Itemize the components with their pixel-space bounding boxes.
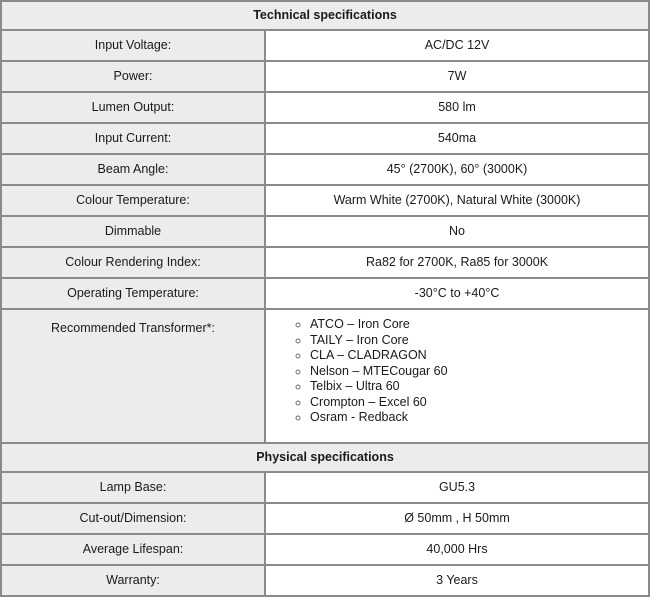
table-row: Input Current: 540ma	[0, 122, 651, 155]
row-label-operating-temperature: Operating Temperature:	[0, 277, 266, 310]
section-header-physical: Physical specifications	[0, 442, 651, 473]
row-label-cut-out-dimension: Cut-out/Dimension:	[0, 502, 266, 535]
row-value-input-voltage: AC/DC 12V	[263, 29, 651, 62]
list-item-label: Osram - Redback	[310, 410, 408, 424]
list-item-label: Nelson – MTECougar 60	[310, 363, 448, 378]
transformer-list: ATCO – Iron Core TAILY – Iron Core CLA –…	[272, 317, 642, 426]
table-row: Cut-out/Dimension: Ø 50mm , H 50mm	[0, 502, 651, 535]
row-label-colour-temperature: Colour Temperature:	[0, 184, 266, 217]
list-item: ATCO – Iron Core	[310, 317, 642, 333]
list-item: Telbix – Ultra 60	[310, 379, 642, 395]
table-row: Input Voltage: AC/DC 12V	[0, 29, 651, 62]
list-item: Osram - Redback	[310, 410, 642, 426]
table-row: Lumen Output: 580 lm	[0, 91, 651, 124]
row-value-lamp-base: GU5.3	[263, 471, 651, 504]
list-item: CLA – CLADRAGON	[310, 348, 642, 364]
section-header-row: Physical specifications	[0, 442, 651, 473]
row-label-beam-angle: Beam Angle:	[0, 153, 266, 186]
list-item: Crompton – Excel 60	[310, 395, 642, 411]
table-row: Dimmable No	[0, 215, 651, 248]
table-row: Operating Temperature: -30°C to +40°C	[0, 277, 651, 310]
row-value-power: 7W	[263, 60, 651, 93]
table-row: Colour Temperature: Warm White (2700K), …	[0, 184, 651, 217]
row-value-warranty: 3 Years	[263, 564, 651, 597]
row-value-average-lifespan: 40,000 Hrs	[263, 533, 651, 566]
table-row: Power: 7W	[0, 60, 651, 93]
row-label-input-voltage: Input Voltage:	[0, 29, 266, 62]
list-item-label: ATCO – Iron Core	[310, 317, 410, 331]
row-value-dimmable: No	[263, 215, 651, 248]
list-item: TAILY – Iron Core	[310, 333, 642, 349]
row-value-beam-angle: 45° (2700K), 60° (3000K)	[263, 153, 651, 186]
row-label-warranty: Warranty:	[0, 564, 266, 597]
section-header-technical: Technical specifications	[0, 0, 651, 31]
row-value-input-current: 540ma	[263, 122, 651, 155]
list-item: Nelson – MTECougar 60	[310, 364, 642, 380]
row-value-colour-rendering-index: Ra82 for 2700K, Ra85 for 3000K	[263, 246, 651, 279]
row-label-lumen-output: Lumen Output:	[0, 91, 266, 124]
table-row: Lamp Base: GU5.3	[0, 471, 651, 504]
row-label-average-lifespan: Average Lifespan:	[0, 533, 266, 566]
row-value-cut-out-dimension: Ø 50mm , H 50mm	[263, 502, 651, 535]
list-item-label: CLA – CLADRAGON	[310, 348, 427, 362]
row-value-colour-temperature: Warm White (2700K), Natural White (3000K…	[263, 184, 651, 217]
list-item-label: TAILY – Iron Core	[310, 332, 409, 347]
row-label-dimmable: Dimmable	[0, 215, 266, 248]
table-row: Colour Rendering Index: Ra82 for 2700K, …	[0, 246, 651, 279]
row-label-recommended-transformer: Recommended Transformer*:	[0, 308, 266, 444]
table-row-transformer: Recommended Transformer*: ATCO – Iron Co…	[0, 308, 651, 444]
row-label-colour-rendering-index: Colour Rendering Index:	[0, 246, 266, 279]
row-value-operating-temperature: -30°C to +40°C	[263, 277, 651, 310]
table-row: Average Lifespan: 40,000 Hrs	[0, 533, 651, 566]
row-value-recommended-transformer: ATCO – Iron Core TAILY – Iron Core CLA –…	[263, 308, 651, 444]
row-label-input-current: Input Current:	[0, 122, 266, 155]
list-item-label: Telbix – Ultra 60	[310, 379, 400, 393]
table-row: Beam Angle: 45° (2700K), 60° (3000K)	[0, 153, 651, 186]
section-header-row: Technical specifications	[0, 0, 651, 31]
row-label-power: Power:	[0, 60, 266, 93]
row-value-lumen-output: 580 lm	[263, 91, 651, 124]
table-row: Warranty: 3 Years	[0, 564, 651, 597]
row-label-lamp-base: Lamp Base:	[0, 471, 266, 504]
list-item-label: Crompton – Excel 60	[310, 394, 427, 409]
